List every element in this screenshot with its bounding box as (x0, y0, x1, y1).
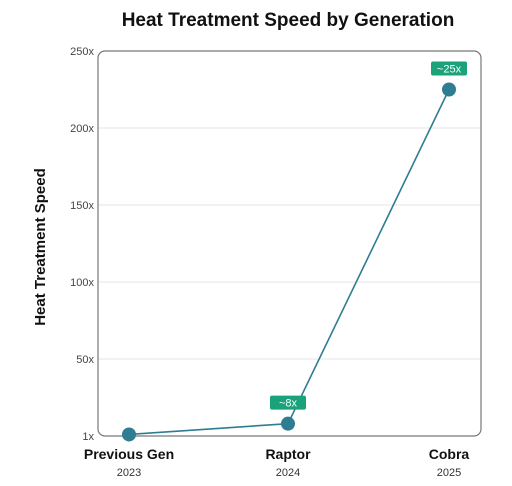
y-tick-label: 1x (82, 431, 94, 443)
y-axis-ticks: 1x 50x 100x 150x 200x 250x (70, 46, 94, 443)
y-tick-label: 200x (70, 123, 94, 135)
gridlines (98, 127, 481, 360)
y-tick-label: 100x (70, 277, 94, 289)
data-label-badge (270, 395, 306, 410)
data-point (442, 82, 456, 97)
x-tick-sublabel: 2024 (276, 467, 300, 479)
series-line (128, 89, 450, 436)
series-layer (122, 82, 456, 442)
data-label-text: ~25x (437, 64, 462, 76)
data-label: ~8x (270, 395, 306, 410)
y-tick-label: 50x (76, 354, 94, 366)
x-tick-sublabel: 2023 (117, 467, 141, 479)
y-tick-label: 250x (70, 46, 94, 58)
data-point (122, 427, 136, 442)
data-label: ~25x (431, 61, 467, 76)
x-tick-label: Previous Gen (84, 446, 174, 462)
y-tick-label: 150x (70, 200, 94, 212)
x-tick-label: Cobra (429, 446, 470, 462)
data-label-badge (431, 61, 467, 76)
plot-frame (97, 50, 482, 437)
y-axis-label: Heat Treatment Speed (32, 168, 49, 326)
chart-title: Heat Treatment Speed by Generation (122, 10, 455, 31)
x-tick-sublabel: 2025 (437, 467, 461, 479)
data-point (281, 416, 295, 431)
data-label-text: ~8x (279, 398, 298, 410)
annotation-layer: ~8x ~25x (270, 61, 467, 410)
x-tick-label: Raptor (265, 446, 311, 462)
x-axis-ticks: Previous Gen 2023 Raptor 2024 Cobra 2025 (84, 446, 470, 479)
